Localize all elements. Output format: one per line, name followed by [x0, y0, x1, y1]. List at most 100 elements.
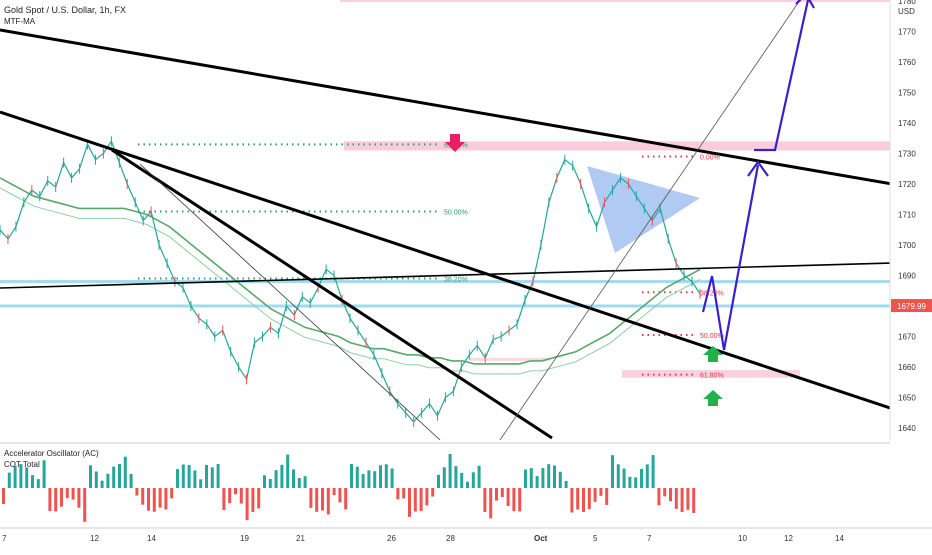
- oscillator-bar: [147, 488, 150, 511]
- oscillator-bar: [396, 488, 400, 500]
- oscillator-bar: [425, 488, 429, 506]
- oscillator-bar: [106, 473, 110, 488]
- x-tick-label: 14: [835, 534, 844, 543]
- x-tick-label: 19: [240, 534, 249, 543]
- oscillator-bar: [384, 464, 388, 488]
- oscillator-bar: [268, 479, 272, 488]
- oscillator-bar: [489, 488, 493, 519]
- oscillator-bar: [651, 455, 655, 488]
- oscillator-bar: [582, 488, 585, 512]
- oscillator-bar: [31, 475, 34, 488]
- resistance-zone: [344, 141, 890, 151]
- oscillator-bar: [663, 488, 667, 497]
- oscillator-bar: [42, 460, 46, 488]
- y-tick-label: 1670: [898, 333, 916, 342]
- projection-arrowhead: [747, 160, 769, 177]
- oscillator-bar: [141, 488, 145, 505]
- projection-path-upper: [754, 0, 810, 152]
- indicator-label: MTF-MA: [4, 17, 36, 26]
- y-tick-label: 1710: [898, 211, 916, 220]
- oscillator-bar: [274, 470, 278, 488]
- oscillator-bar: [118, 464, 121, 488]
- fib-level-label: 50.00%: [444, 209, 468, 216]
- oscillator-bar: [309, 488, 313, 508]
- trendline-upper: [0, 28, 893, 186]
- oscillator-bar: [19, 464, 23, 488]
- oscillator-bar: [506, 488, 510, 506]
- y-tick-label: 1700: [898, 241, 916, 250]
- oscillator-title: Accelerator Oscillator (AC): [4, 449, 99, 458]
- ma-line-secondary: [0, 187, 701, 375]
- oscillator-bar: [419, 488, 423, 512]
- oscillator-bar: [286, 454, 290, 488]
- oscillator-bar: [518, 488, 522, 512]
- y-tick-label: 1690: [898, 272, 916, 281]
- oscillator-bar: [466, 481, 469, 488]
- oscillator-bar: [239, 488, 243, 504]
- oscillator-bar: [361, 474, 365, 488]
- projection-path: [701, 164, 760, 351]
- y-tick-label: 1730: [898, 150, 916, 159]
- oscillator-bar: [280, 464, 284, 488]
- x-tick-label: 12: [784, 534, 793, 543]
- y-axis-bg: [890, 0, 932, 550]
- oscillator-bar: [437, 474, 440, 488]
- chart-title: Gold Spot / U.S. Dollar, 1h, FX: [4, 5, 127, 15]
- oscillator-bar: [112, 466, 116, 488]
- oscillator-bar: [326, 488, 330, 515]
- fib-level-label: 61.80%: [700, 373, 724, 380]
- oscillator-bar: [541, 468, 545, 488]
- y-tick-label: 1640: [898, 424, 916, 433]
- oscillator-bar: [54, 488, 58, 512]
- oscillator-bar: [408, 488, 411, 517]
- oscillator-bar: [350, 464, 353, 488]
- oscillator-bar: [402, 488, 406, 499]
- y-tick-label: 1720: [898, 180, 916, 189]
- oscillator-bar: [448, 454, 452, 488]
- oscillator-bar: [634, 477, 638, 488]
- oscillator-bar: [123, 456, 127, 488]
- oscillator-bar: [477, 465, 481, 488]
- oscillator-bar: [216, 464, 220, 488]
- oscillator-bar: [65, 488, 69, 499]
- horizontal-trendline: [0, 262, 893, 289]
- x-tick-label: 7: [647, 534, 652, 543]
- oscillator-bar: [193, 470, 197, 488]
- oscillator-bar: [547, 464, 551, 488]
- oscillator-bar: [674, 488, 678, 509]
- oscillator-bar: [297, 477, 301, 488]
- oscillator-bar: [576, 488, 580, 510]
- x-tick-label: 28: [446, 534, 455, 543]
- oscillator-bar: [257, 488, 261, 509]
- oscillator-bar: [152, 488, 156, 512]
- oscillator-bar: [205, 464, 208, 488]
- lower-zone: [622, 370, 800, 378]
- oscillator-bar: [640, 468, 643, 488]
- oscillator-bar: [315, 488, 319, 512]
- oscillator-bar: [692, 488, 696, 513]
- trendline-middle: [0, 110, 891, 410]
- projection-arrowhead-upper: [795, 0, 815, 9]
- oscillator-bar: [344, 488, 348, 510]
- x-tick-label: 5: [593, 534, 598, 543]
- oscillator-bar: [176, 469, 179, 488]
- oscillator-bar: [332, 488, 336, 496]
- oscillator-bar: [669, 488, 672, 502]
- oscillator-bar: [100, 480, 104, 488]
- x-tick-label: 10: [738, 534, 747, 543]
- thin-rising-line: [499, 0, 801, 441]
- oscillator-subtitle: COT Total: [4, 460, 40, 469]
- fib-level-label: 0.00%: [700, 155, 720, 162]
- currency-label: USD: [898, 7, 915, 16]
- oscillator-bar: [303, 476, 307, 488]
- oscillator-bar: [222, 488, 226, 510]
- oscillator-bar: [25, 467, 29, 488]
- oscillator-bar: [228, 488, 232, 504]
- oscillator-bar: [89, 465, 92, 488]
- oscillator-bar: [36, 479, 40, 488]
- oscillator-bar: [593, 488, 597, 502]
- oscillator-bar: [442, 467, 446, 488]
- oscillator-bar: [181, 464, 185, 488]
